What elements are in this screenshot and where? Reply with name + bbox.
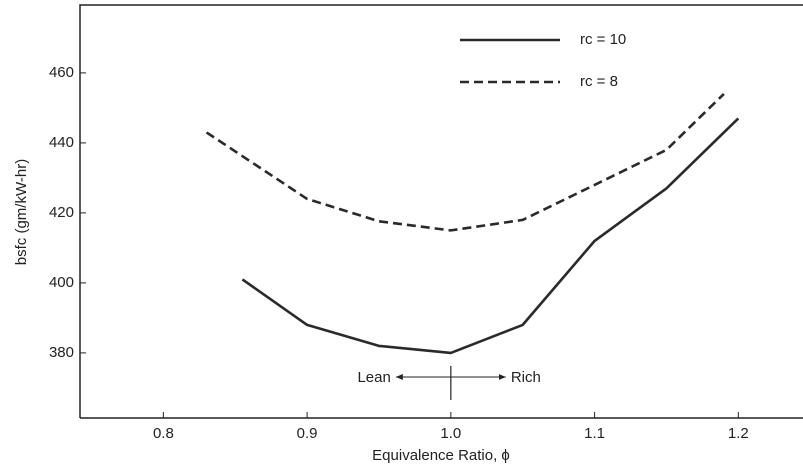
axis-frame [79, 4, 803, 418]
x-axis-label: Equivalence Ratio, ϕ [372, 447, 510, 464]
annotation: Rich [511, 369, 541, 386]
x-tick-label: 0.9 [297, 425, 318, 442]
legend-label: rc = 10 [580, 31, 626, 48]
legend-label: rc = 8 [580, 73, 618, 90]
x-tick-label: 1.0 [440, 425, 461, 442]
x-tick-label: 1.2 [728, 425, 749, 442]
y-tick-label: 420 [49, 204, 74, 221]
y-tick-label: 440 [49, 134, 74, 151]
annotation: Lean [357, 369, 390, 386]
x-tick-label: 0.8 [153, 425, 174, 442]
series-line [241, 117, 740, 355]
y-tick-label: 460 [49, 64, 74, 81]
x-tick-label: 1.1 [584, 425, 605, 442]
series-line [205, 92, 725, 232]
y-tick-label: 400 [49, 274, 74, 291]
y-axis-label: bsfc (gm/kW-hr) [13, 159, 30, 265]
y-tick-label: 380 [49, 344, 74, 361]
